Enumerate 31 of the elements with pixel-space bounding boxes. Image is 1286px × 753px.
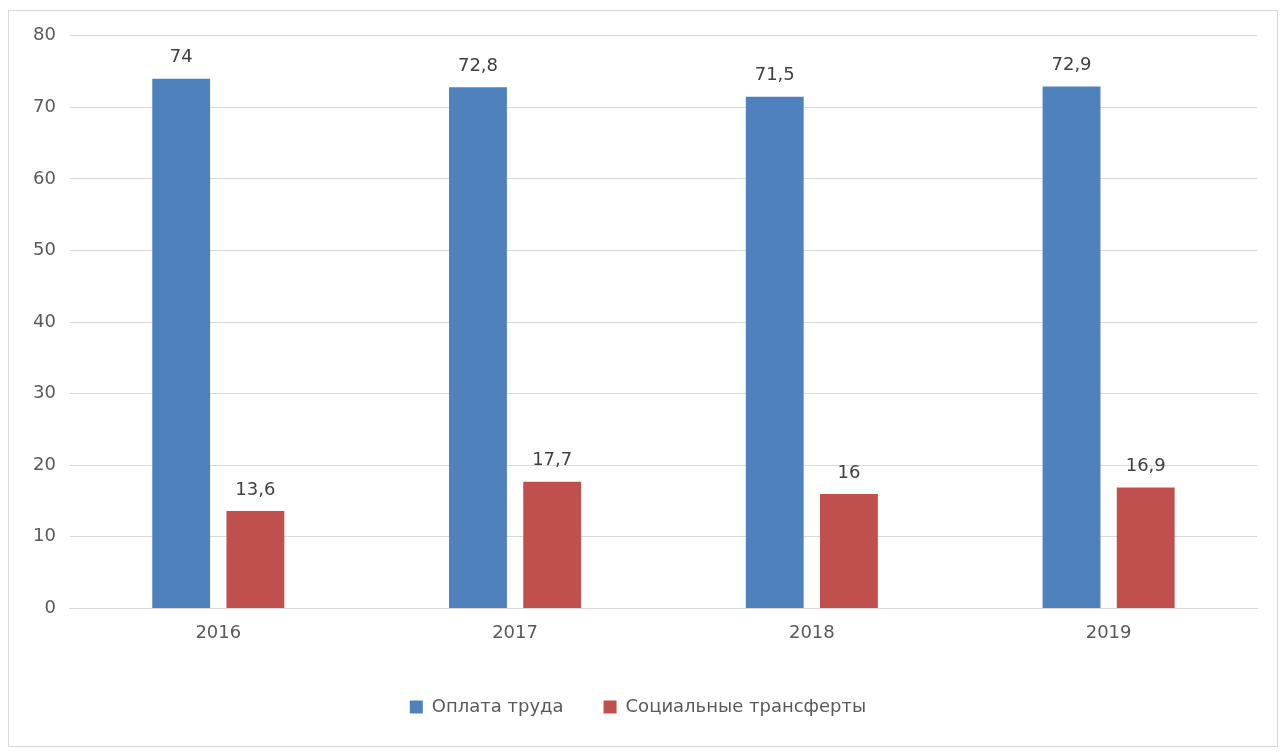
data-label: 17,7 bbox=[532, 448, 573, 470]
y-tick-label: 40 bbox=[33, 309, 56, 331]
data-label: 13,6 bbox=[235, 477, 276, 499]
legend-label: Оплата труда bbox=[431, 694, 564, 716]
x-tick-label: 2016 bbox=[195, 620, 242, 642]
y-tick-label: 20 bbox=[33, 452, 56, 474]
bar bbox=[820, 493, 878, 608]
bar bbox=[226, 511, 285, 608]
y-tick-label: 70 bbox=[33, 95, 56, 117]
bar bbox=[449, 87, 507, 608]
legend-label: Социальные трансферты bbox=[625, 694, 867, 716]
data-label: 16,9 bbox=[1125, 454, 1166, 476]
data-label: 72,9 bbox=[1051, 53, 1092, 75]
y-tick-label: 10 bbox=[33, 524, 56, 546]
data-label: 16 bbox=[837, 460, 861, 482]
bar bbox=[745, 96, 804, 608]
x-tick-label: 2017 bbox=[492, 620, 538, 642]
y-tick-label: 0 bbox=[44, 596, 56, 618]
bar bbox=[523, 481, 582, 608]
y-tick-label: 30 bbox=[33, 381, 56, 403]
x-tick-label: 2018 bbox=[788, 620, 835, 642]
data-label: 71,5 bbox=[754, 63, 795, 85]
data-label: 74 bbox=[169, 45, 193, 67]
y-tick-label: 60 bbox=[33, 166, 56, 188]
y-tick-label: 50 bbox=[33, 238, 56, 260]
y-tick-label: 80 bbox=[33, 23, 56, 45]
x-tick-label: 2019 bbox=[1085, 620, 1132, 642]
bar bbox=[152, 78, 211, 608]
bar bbox=[1116, 487, 1175, 608]
bar bbox=[1042, 86, 1101, 608]
data-label: 72,8 bbox=[457, 54, 499, 76]
